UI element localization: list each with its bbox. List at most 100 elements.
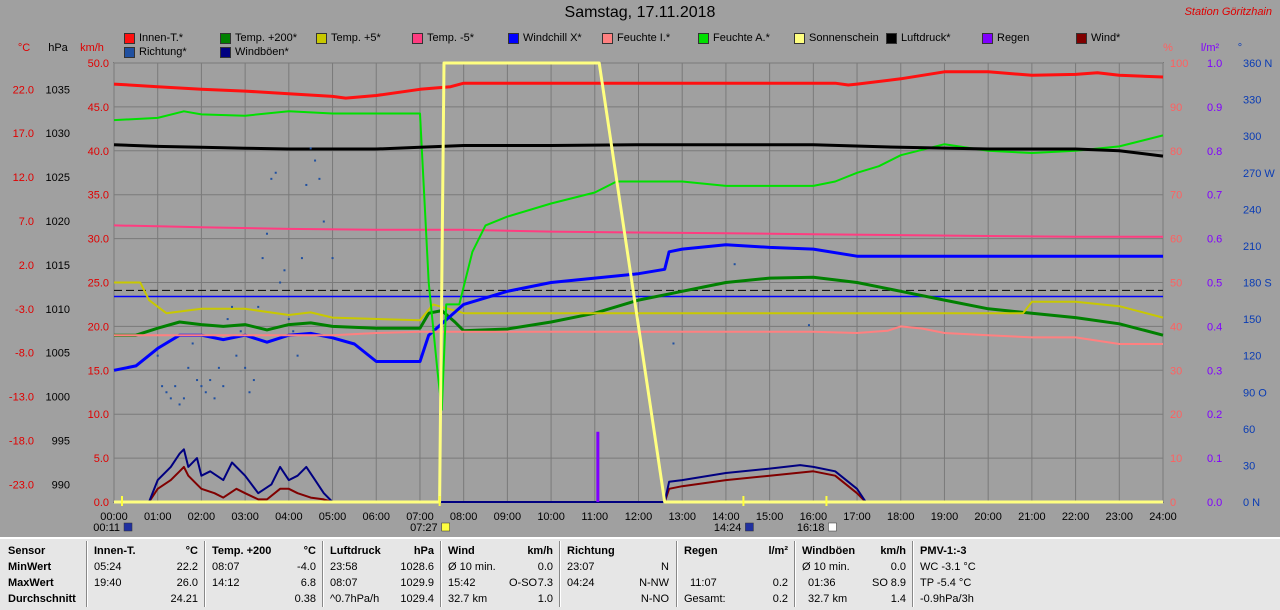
x-tick-label: 03:00 xyxy=(231,511,259,523)
stats-wind-column: Wind km/h Ø 10 min. 0.0 15:42 O-SO 7.3 32.7 … xyxy=(448,543,553,607)
direction-point xyxy=(672,342,675,345)
legend-swatch xyxy=(698,32,709,44)
direction-point xyxy=(226,318,229,321)
legend-label: Luftdruck* xyxy=(901,32,951,44)
y-tick-label: 330 xyxy=(1243,95,1261,107)
legend-item: Temp. -5* xyxy=(412,32,474,44)
x-tick-label: 05:00 xyxy=(319,511,347,523)
y-tick-label: 0.2 xyxy=(1207,409,1222,421)
legend-swatch xyxy=(508,32,519,44)
y-tick-label: 2.0 xyxy=(19,260,34,272)
x-tick-label: 07:00 xyxy=(406,511,434,523)
y-tick-label: 300 xyxy=(1243,131,1261,143)
series-line xyxy=(113,70,1164,100)
direction-point xyxy=(239,330,242,333)
stats-luftdruck-min-value: 1028.6 xyxy=(400,561,434,573)
y-tick-label: 995 xyxy=(52,436,70,448)
y-tick-label: 15.0 xyxy=(88,365,109,377)
x-tick-label: 10:00 xyxy=(537,511,565,523)
direction-point xyxy=(305,183,308,186)
legend-label: Regen xyxy=(997,32,1030,44)
series-line xyxy=(114,61,1163,504)
legend-item: Temp. +200* xyxy=(220,32,297,44)
x-tick-label: 00:00 xyxy=(100,511,128,523)
series-line xyxy=(114,465,1163,503)
stats-windboeen-min-value: 0.0 xyxy=(890,561,906,573)
y-tick-label: 270 W xyxy=(1243,168,1275,180)
legend-label: Innen-T.* xyxy=(139,32,184,44)
direction-point xyxy=(213,397,216,400)
time-marker-icon xyxy=(745,522,754,532)
y-tick-label: 1010 xyxy=(46,304,70,316)
stats-wind-max-value: 7.3 xyxy=(537,577,553,589)
axis-unit-label: % xyxy=(1163,42,1173,54)
legend-item: Richtung* xyxy=(124,46,187,58)
legend-swatch xyxy=(220,32,231,44)
legend-label: Temp. -5* xyxy=(427,32,475,44)
y-tick-label: 0.8 xyxy=(1207,146,1222,158)
x-tick-label: 12:00 xyxy=(625,511,653,523)
axis-unit-label: km/h xyxy=(80,42,104,54)
y-tick-label: 20.0 xyxy=(88,321,109,333)
stats-pmv-title: PMV-1:-3 xyxy=(920,545,967,557)
legend-item: Feuchte A.* xyxy=(698,32,770,44)
y-tick-label: -13.0 xyxy=(9,392,34,404)
y-tick-label: 0.4 xyxy=(1207,321,1222,333)
stats-richtung-min-time: 23:07 xyxy=(567,561,595,573)
y-tick-label: 1000 xyxy=(46,392,70,404)
stats-temp200-min-value: -4.0 xyxy=(297,561,316,573)
stats-pmv-column: PMV-1:-3 WC -3.1 °C TP -5.4 °C -0.9hPa/3… xyxy=(920,543,1030,607)
y-tick-label: 0.9 xyxy=(1207,102,1222,114)
divider xyxy=(676,541,678,607)
stats-regen-column: Regen l/m² 11:07 0.2 Gesamt: 0.2 xyxy=(684,543,788,607)
y-tick-label: 50.0 xyxy=(88,58,109,70)
x-tick-label: 15:00 xyxy=(756,511,784,523)
direction-point xyxy=(161,385,164,388)
x-tick-label: 02:00 xyxy=(188,511,216,523)
y-tick-label: -8.0 xyxy=(15,348,34,360)
y-tick-label: 60 xyxy=(1170,234,1182,246)
x-tick-label: 21:00 xyxy=(1018,511,1046,523)
stats-wind-avg-value: 1.0 xyxy=(537,593,553,605)
direction-point xyxy=(287,318,290,321)
series-line xyxy=(113,110,1164,411)
y-tick-label: 40.0 xyxy=(88,146,109,158)
legend-item: Sonnenschein xyxy=(794,32,879,44)
stats-richtung-max-time: 04:24 xyxy=(567,577,595,589)
y-tick-label: 100 xyxy=(1170,58,1188,70)
y-tick-label: -3.0 xyxy=(15,304,34,316)
stats-windboeen-min-label: Ø 10 min. xyxy=(802,561,850,573)
direction-point xyxy=(156,354,159,357)
x-tick-label: 18:00 xyxy=(887,511,915,523)
y-tick-label: 40 xyxy=(1170,321,1182,333)
divider xyxy=(204,541,206,607)
y-tick-label: 30 xyxy=(1170,365,1182,377)
y-tick-label: 1015 xyxy=(46,260,70,272)
y-tick-label: 1035 xyxy=(46,84,70,96)
x-tick-label: 19:00 xyxy=(931,511,959,523)
direction-point xyxy=(244,366,247,369)
stats-windboeen-max-value: 8.9 xyxy=(890,577,906,589)
axis-unit-label: hPa xyxy=(48,42,68,54)
x-tick-label: 24:00 xyxy=(1149,511,1177,523)
time-marker-icon xyxy=(828,522,837,532)
stats-innen-unit: °C xyxy=(185,545,198,557)
y-tick-label: 80 xyxy=(1170,146,1182,158)
axis-unit-label: °C xyxy=(18,42,30,54)
stats-luftdruck-min-time: 23:58 xyxy=(330,561,358,573)
stats-row-min-label: MinWert xyxy=(8,561,52,573)
legend-swatch xyxy=(794,32,805,44)
stats-innen-min-value: 22.2 xyxy=(176,561,198,573)
y-tick-label: 5.0 xyxy=(94,453,109,465)
y-tick-label: 70 xyxy=(1170,190,1182,202)
y-tick-label: 0.7 xyxy=(1207,190,1222,202)
legend-swatch xyxy=(602,32,613,44)
stats-temp200-max-value: 6.8 xyxy=(300,577,316,589)
rain-bar xyxy=(596,431,600,502)
direction-point xyxy=(187,366,190,369)
stats-regen-unit: l/m² xyxy=(768,545,788,557)
direction-point xyxy=(300,257,303,260)
stats-regen-title: Regen xyxy=(684,545,718,557)
y-tick-label: 1.0 xyxy=(1207,58,1222,70)
stats-sensor-title: Sensor xyxy=(8,545,46,557)
